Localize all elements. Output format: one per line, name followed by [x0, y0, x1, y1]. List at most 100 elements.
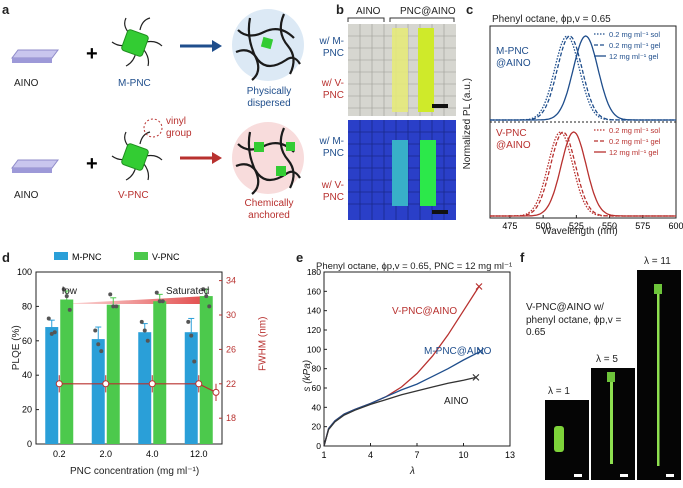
y-tick-label: 40 [312, 402, 322, 412]
y-tick-label: 160 [307, 286, 321, 296]
data-point [64, 294, 69, 299]
x-tick-label: 13 [505, 450, 515, 460]
sample-lambda-5 [610, 382, 613, 464]
legend-label: 0.2 mg ml⁻¹ sol [609, 126, 660, 135]
y-tick-label: 20 [22, 405, 32, 415]
stress-curve [323, 350, 481, 447]
panel-label-f: f [520, 250, 525, 265]
y2-tick-label: 18 [226, 413, 236, 423]
scale-bar [432, 104, 448, 108]
sample-lambda-1 [554, 426, 564, 452]
arrow-head-icon-2 [212, 152, 222, 164]
x-tick-label: 12.0 [190, 449, 208, 459]
bar-m-pnc [138, 332, 152, 444]
x-tick-label: 2.0 [99, 449, 112, 459]
chart-e-xlabel: λ [410, 466, 415, 477]
scale-bar-f2 [620, 474, 628, 477]
sample-lambda-11 [657, 294, 660, 466]
data-point [139, 319, 144, 324]
vinyl-group-highlight [143, 118, 163, 138]
fwhm-point [212, 388, 220, 396]
chart-e-title: Phenyl octane, ϕp,v = 0.65, PNC = 12 mg … [316, 261, 513, 272]
bar-m-pnc [184, 332, 198, 444]
y2-tick-label: 34 [226, 276, 236, 286]
data-point [157, 299, 162, 304]
data-point [142, 328, 147, 333]
chart-d-ylabel: PLQE (%) [10, 325, 22, 371]
bar-v-pnc [106, 304, 120, 444]
panel-a-schematic: + + [0, 0, 335, 245]
y-tick-label: 60 [22, 336, 32, 346]
legend-label: 0.2 mg ml⁻¹ gel [609, 137, 661, 146]
bar-v-pnc [60, 299, 74, 444]
anchored-pnc [286, 142, 295, 151]
m-pnc-particle-icon [111, 17, 163, 67]
data-point [96, 342, 101, 347]
v-pnc-core [121, 143, 149, 171]
m-pnc-film-uv [392, 140, 408, 206]
panel-f-caption: V-PNC@AINO w/ phenyl octane, ϕp,v = 0.65 [526, 302, 622, 338]
data-point [111, 304, 116, 309]
polymer-network-icon [235, 13, 301, 81]
concentration-gradient [58, 296, 208, 304]
chart-c-bottom-label: V-PNC @AINO [496, 128, 531, 151]
fwhm-point [148, 380, 156, 388]
panel-e-stress-chart: 1 4 7 10 13 0 20 40 60 80 100 120 140 160 180 Phenyl o… [296, 250, 520, 483]
x-tick-label: 475 [502, 221, 517, 231]
header-aino: AINO [356, 6, 381, 17]
legend-label-v-pnc: V-PNC [152, 252, 180, 262]
m-pnc-core [121, 29, 149, 57]
chart-e-ylabel: s (kPa) [302, 359, 314, 392]
plus-sign-2: + [86, 153, 98, 175]
arrow-head-icon [212, 40, 222, 52]
row-label-v-pnc-1: w/ V-PNC [321, 78, 344, 101]
y2-tick-label: 22 [226, 379, 236, 389]
panel-d-bar-chart: 0 20 40 60 80 100 18 22 26 30 34 M-PNC V-PNC 0.2 2.0 4.… [0, 250, 270, 483]
plot-frame [323, 271, 511, 447]
y-tick-label: 100 [307, 344, 321, 354]
y-tick-label: 60 [312, 383, 322, 393]
break-point-marker [475, 283, 483, 290]
x-tick-label: 4.0 [146, 449, 159, 459]
stretch-label-5: λ = 5 [596, 354, 618, 365]
data-point [186, 319, 191, 324]
break-point-marker [477, 347, 484, 355]
legend-label: 0.2 mg ml⁻¹ gel [609, 41, 661, 50]
fwhm-point [55, 380, 63, 388]
row-label-m-pnc-1: w/ M-PNC [319, 36, 344, 59]
y-tick-label: 80 [22, 301, 32, 311]
row1-result-label: Physically dispersed [246, 86, 292, 109]
data-point [108, 292, 113, 297]
chart-d-y2label: FWHM (nm) [257, 316, 269, 371]
y-tick-label: 0 [316, 441, 321, 451]
data-point [52, 330, 57, 335]
x-tick-label: 525 [569, 221, 584, 231]
series-label-v-pnc: V-PNC@AINO [392, 306, 458, 317]
series-label-m-pnc: M-PNC@AINO [424, 346, 492, 357]
legend-swatch-v-pnc [134, 252, 148, 260]
row2-particle-label: V-PNC [118, 190, 149, 201]
m-pnc-film-daylight [392, 28, 408, 112]
data-point [207, 304, 212, 309]
y2-tick-label: 26 [226, 344, 236, 354]
x-tick-label: 550 [602, 221, 617, 231]
sample-lambda-11-top [654, 284, 662, 294]
data-point [145, 338, 150, 343]
x-tick-label: 500 [536, 221, 551, 231]
row2-result-label: Chemically anchored [244, 198, 294, 221]
chemical-network-bubble [232, 122, 304, 194]
y-tick-label: 40 [22, 370, 32, 380]
gradient-saturated-label: Saturated [166, 286, 210, 297]
bar-m-pnc [45, 327, 59, 444]
bar-v-pnc [199, 296, 213, 444]
vinyl-group-label: vinyl group [166, 116, 192, 139]
panel-label-b: b [336, 2, 344, 17]
pl-curve-v-pnc [490, 131, 676, 217]
x-tick-label: 7 [414, 450, 419, 460]
data-point [201, 287, 206, 292]
v-pnc-film-uv [420, 140, 436, 206]
bar-m-pnc [91, 339, 105, 444]
panel-label-c: c [466, 2, 474, 17]
anchored-pnc [276, 166, 286, 176]
row1-particle-label: M-PNC [118, 78, 151, 89]
